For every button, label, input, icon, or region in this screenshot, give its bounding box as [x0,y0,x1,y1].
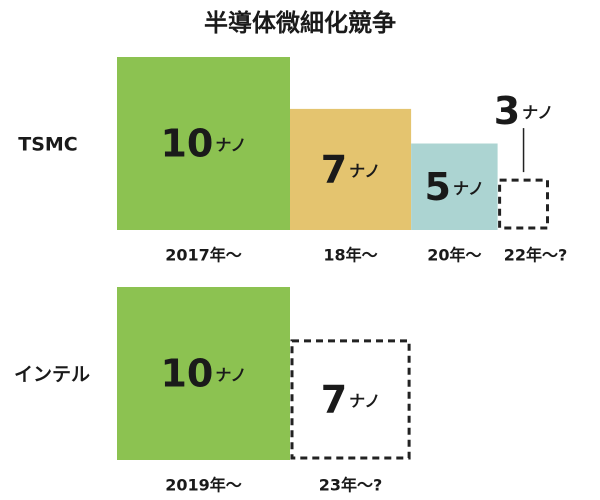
node-box [290,108,412,230]
row-label: インテル [14,364,90,386]
node-box [117,57,290,230]
node-unit: ナノ [522,103,553,122]
node-unit: ナノ [453,178,484,197]
node-label: 7 ナノ [321,147,381,191]
period-label: 18年～ [323,246,377,265]
node-value: 5 [425,164,451,208]
node-value: 10 [160,121,213,165]
node-label: 10 ナノ [160,351,246,395]
node-label: 3 ナノ [494,89,554,133]
planned-box [498,178,550,230]
node-value: 7 [321,147,347,191]
node-value: 10 [160,351,213,395]
node-box [411,143,498,230]
period-label: 23年～? [319,476,383,495]
period-label: 2019年～ [165,476,242,495]
node-label: 10 ナノ [160,121,246,165]
period-label: 2017年～ [165,246,242,265]
node-unit: ナノ [215,135,246,154]
node-unit: ナノ [215,365,246,384]
planned-box [290,339,411,460]
period-label: 20年～ [427,246,481,265]
title: 半導体微細化競争 [204,9,396,37]
node-unit: ナノ [349,391,380,410]
node-label: 7 ナノ [321,377,381,421]
node-label: 5 ナノ [425,164,485,208]
row-label: TSMC [18,134,78,156]
node-unit: ナノ [349,161,380,180]
node-value: 3 [494,89,520,133]
node-value: 7 [321,377,347,421]
period-label: 22年～? [504,246,568,265]
node-box [117,287,290,460]
